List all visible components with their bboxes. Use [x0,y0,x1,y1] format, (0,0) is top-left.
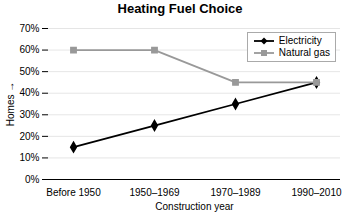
svg-text:10%: 10% [19,152,39,163]
svg-text:Homes →: Homes → [5,82,16,126]
svg-text:Construction year: Construction year [155,201,234,212]
svg-text:40%: 40% [19,87,39,98]
svg-text:70%: 70% [19,23,39,34]
svg-text:0%: 0% [25,174,40,185]
svg-text:1950–1969: 1950–1969 [129,187,179,198]
html-text:Electricity: Electricity [278,35,322,46]
svg-text:20%: 20% [19,131,39,142]
html-text:Natural gas: Natural gas [278,47,330,58]
svg-text:Before 1950: Before 1950 [46,187,101,198]
html-text:Heating Fuel Choice: Heating Fuel Choice [117,1,243,16]
svg-text:50%: 50% [19,66,39,77]
svg-text:30%: 30% [19,109,39,120]
svg-text:1970–1989: 1970–1989 [210,187,260,198]
svg-text:1990–2010: 1990–2010 [291,187,341,198]
svg-text:60%: 60% [19,44,39,55]
